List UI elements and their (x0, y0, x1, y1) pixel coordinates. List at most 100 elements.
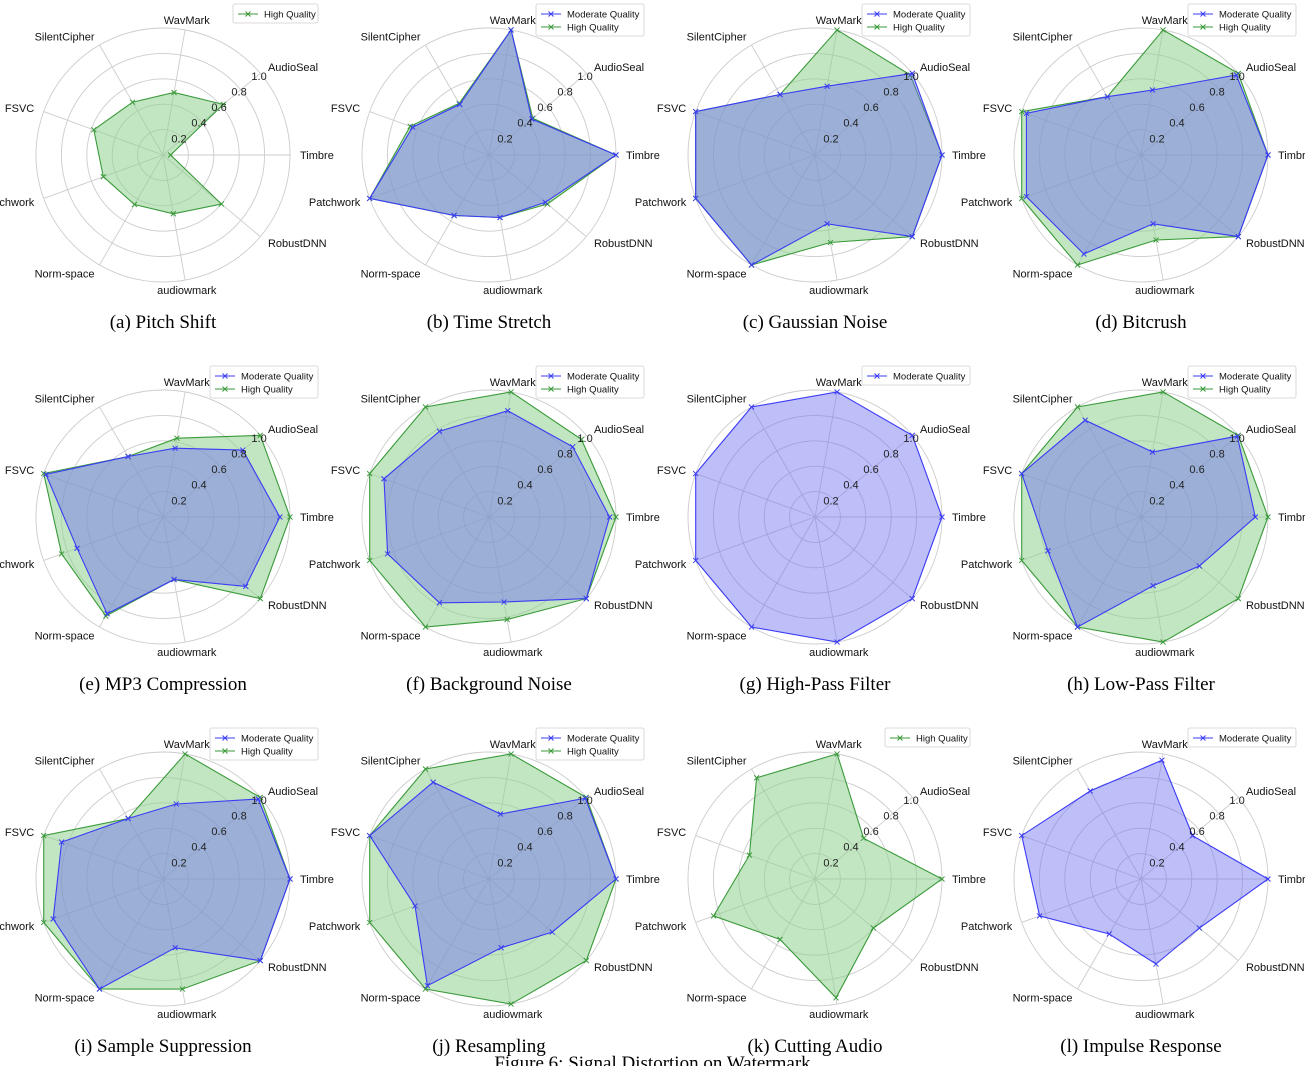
data-point-high (366, 919, 373, 926)
axis-spoke (695, 516, 816, 561)
data-point-moderate (1104, 93, 1111, 100)
radial-tick-label: 0.6 (211, 102, 226, 114)
radar-chart: 0.2 0.4 0.6 0.8 1.0 Timbre AudioSeal WavMark Sil… (309, 3, 660, 297)
axis-label: audiowmark (157, 1009, 217, 1021)
axis-label: FSVC (5, 103, 34, 115)
series-area-high (369, 391, 617, 628)
radial-tick-label: 0.4 (191, 480, 206, 492)
data-point-moderate (909, 70, 916, 77)
radial-tick-label: 0.8 (231, 86, 246, 98)
data-point-high (422, 766, 429, 772)
axis-label: AudioSeal (1246, 786, 1296, 798)
radial-tick-label: 0.6 (1189, 102, 1204, 114)
axis-label: audiowmark (1135, 1009, 1195, 1021)
data-point-moderate (74, 545, 80, 552)
axis-label: FSVC (331, 465, 360, 477)
legend-entry: High Quality (916, 734, 968, 745)
radial-tick-label: 0.8 (557, 810, 572, 822)
data-point-moderate (125, 815, 131, 822)
data-point-moderate (613, 152, 619, 158)
legend-entry: Moderate Quality (241, 734, 314, 745)
axis-spoke (1140, 878, 1239, 961)
data-point-moderate (1082, 417, 1088, 424)
series-area-high (43, 434, 291, 617)
data-point-moderate (1153, 961, 1159, 967)
data-point-high (422, 986, 429, 992)
axis-label: SilentCipher (361, 31, 421, 43)
radial-tick-label: 0.6 (863, 464, 878, 476)
data-point-moderate (173, 801, 180, 807)
axis-label: AudioSeal (594, 424, 644, 436)
series-area-moderate (1025, 74, 1269, 255)
legend: Moderate Quality High Quality (1187, 365, 1297, 399)
radial-tick-label: 1.0 (903, 433, 918, 445)
legend: Moderate Quality High Quality (535, 365, 645, 399)
data-point-moderate (1074, 624, 1081, 630)
legend: Moderate Quality (1187, 727, 1297, 748)
data-point-moderate (549, 929, 556, 935)
legend-entry: High Quality (567, 747, 619, 758)
series-area-moderate (383, 410, 611, 604)
axis-label: Norm-space (35, 269, 95, 281)
axis-label: AudioSeal (268, 786, 318, 798)
data-point-moderate (748, 404, 755, 410)
legend-entry: Moderate Quality (567, 372, 640, 383)
data-point-moderate (583, 595, 590, 602)
data-point-moderate (287, 876, 293, 882)
radial-tick-label: 0.4 (191, 118, 206, 130)
axis-label: RobustDNN (268, 962, 327, 974)
data-point-moderate (1106, 931, 1113, 937)
data-point-moderate (508, 27, 514, 33)
data-point-moderate (1159, 757, 1165, 764)
data-point-high (860, 835, 867, 842)
legend: Moderate Quality High Quality (535, 3, 645, 37)
radar-panel: 0.2 0.4 0.6 0.8 1.0 Timbre AudioSeal WavMark Sil… (309, 0, 660, 355)
axis-label: audiowmark (809, 1009, 869, 1021)
radial-tick-label: 0.4 (1169, 480, 1184, 492)
radial-tick-label: 1.0 (251, 433, 266, 445)
legend-entry: Moderate Quality (1219, 734, 1292, 745)
data-point-moderate (1189, 832, 1196, 839)
data-point-high (220, 101, 227, 108)
data-point-moderate (1233, 72, 1240, 78)
data-point-high (170, 210, 177, 217)
axis-label: AudioSeal (920, 424, 970, 436)
data-point-moderate (939, 152, 945, 158)
data-point-high (834, 751, 840, 757)
axis-label: FSVC (983, 827, 1012, 839)
series-area-moderate (368, 28, 618, 219)
data-point-moderate (1036, 913, 1043, 919)
data-point-moderate (242, 583, 249, 590)
radial-tick-label: 0.6 (211, 464, 226, 476)
data-point-moderate (58, 839, 65, 845)
axis-label: SilentCipher (687, 393, 747, 405)
radar-panel: 0.2 0.4 0.6 0.8 1.0 Timbre AudioSeal WavMark Sil… (961, 724, 1305, 1079)
legend: Moderate Quality (861, 365, 971, 386)
radial-tick-label: 0.8 (231, 448, 246, 460)
axis-label: Norm-space (1013, 631, 1073, 643)
radar-panel: 0.2 0.4 0.6 0.8 1.0 Timbre AudioSeal WavMark Sil… (0, 362, 334, 717)
data-point-moderate (1149, 449, 1156, 455)
legend-entry: High Quality (1219, 385, 1271, 396)
data-point-moderate (451, 212, 457, 219)
data-point-moderate (909, 432, 916, 439)
axis-label: FSVC (657, 103, 686, 115)
radial-tick-label: 1.0 (1229, 71, 1244, 83)
data-point-high (746, 852, 753, 858)
data-point-moderate (542, 199, 549, 206)
data-point-high (174, 435, 180, 442)
data-point-moderate (498, 944, 504, 951)
radar-panel: 0.2 0.4 0.6 0.8 1.0 Timbre AudioSeal WavMark Sil… (961, 0, 1305, 355)
axis-label: SilentCipher (1013, 393, 1073, 405)
axis-label: Timbre (626, 874, 660, 886)
axis-label: AudioSeal (920, 62, 970, 74)
data-point-moderate (909, 233, 916, 240)
data-point-high (578, 436, 585, 443)
series-area-moderate (52, 798, 291, 990)
legend: Moderate Quality High Quality (535, 727, 645, 761)
axis-label: FSVC (5, 827, 34, 839)
legend-entry: High Quality (241, 747, 293, 758)
legend-entry: High Quality (241, 385, 293, 396)
radial-tick-label: 1.0 (903, 795, 918, 807)
axis-label: audiowmark (809, 285, 869, 297)
